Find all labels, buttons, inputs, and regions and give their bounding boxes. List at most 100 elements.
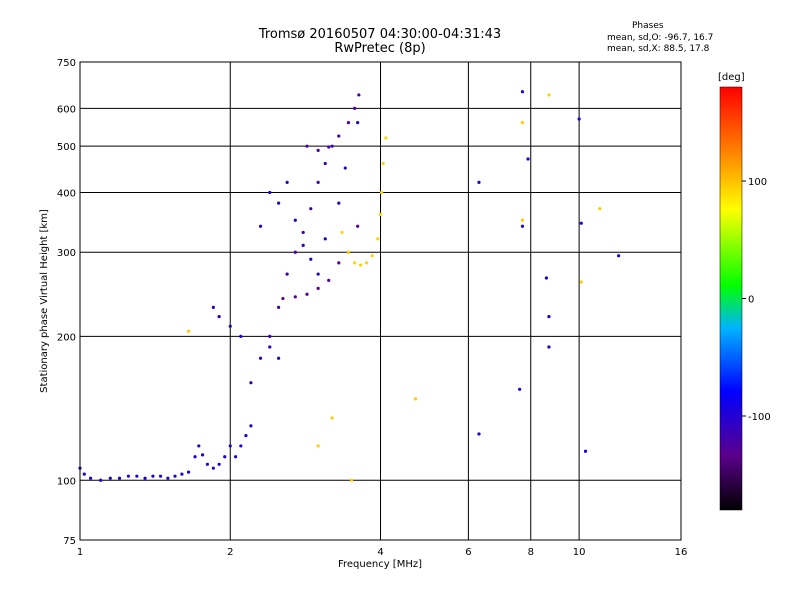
y-tick-label: 75 xyxy=(63,536,76,547)
echo-point xyxy=(337,261,341,265)
echo-point xyxy=(337,134,341,138)
echo-point xyxy=(526,157,530,161)
echo-point xyxy=(309,207,313,211)
colorbar-ticks: 100 0 -100 xyxy=(742,177,771,423)
y-tick-label: 200 xyxy=(57,332,76,343)
echo-point xyxy=(186,470,191,474)
echo-point xyxy=(353,106,357,110)
echo-point xyxy=(158,474,163,478)
echo-point xyxy=(323,237,327,241)
echo-point xyxy=(268,190,272,195)
echo-point xyxy=(547,345,551,349)
echo-point xyxy=(277,356,281,360)
echo-point xyxy=(316,180,320,184)
echo-point xyxy=(228,324,232,328)
echo-point xyxy=(268,345,272,349)
echo-point xyxy=(135,474,139,478)
x-tick-label: 10 xyxy=(573,547,586,558)
echo-point xyxy=(370,254,374,258)
colorbar-tick-label: 100 xyxy=(748,177,767,188)
echo-point xyxy=(327,145,331,149)
y-tick-label: 500 xyxy=(57,142,76,153)
echo-point xyxy=(234,455,238,459)
echo-point xyxy=(356,224,360,228)
echo-point xyxy=(353,261,357,265)
echo-point xyxy=(197,444,201,448)
y-tick-label: 100 xyxy=(57,476,76,487)
chart-title-line2: RwPretec (8p) xyxy=(334,41,426,56)
echo-point xyxy=(108,476,112,480)
x-tick-label: 16 xyxy=(675,547,688,558)
echo-point xyxy=(579,280,583,284)
echo-point xyxy=(223,455,227,459)
echo-point xyxy=(327,278,331,282)
echo-point xyxy=(357,93,361,97)
echo-point xyxy=(379,190,384,195)
echo-point xyxy=(293,295,297,299)
echo-point xyxy=(239,444,243,448)
echo-point xyxy=(268,334,272,338)
y-tick-label: 750 xyxy=(57,58,76,69)
echo-point xyxy=(349,478,354,482)
echo-point xyxy=(211,466,215,470)
echo-point xyxy=(277,305,281,309)
echo-point xyxy=(477,432,481,436)
echo-point xyxy=(117,476,122,480)
echo-point xyxy=(217,462,221,466)
echo-point xyxy=(258,356,263,360)
echo-point xyxy=(166,476,170,480)
echo-point xyxy=(337,201,341,205)
echo-point xyxy=(346,121,351,125)
echo-point xyxy=(330,416,334,420)
x-axis-ticks: 1 2 4 6 8 10 16 xyxy=(77,547,688,558)
echo-point xyxy=(151,474,155,478)
echo-point xyxy=(384,136,388,140)
echo-point xyxy=(173,474,177,478)
echo-point xyxy=(547,315,551,319)
echo-point xyxy=(305,144,309,148)
x-tick-label: 6 xyxy=(465,547,471,558)
echo-point xyxy=(285,272,289,276)
echo-point xyxy=(82,472,86,476)
echo-point xyxy=(301,230,305,235)
echo-point xyxy=(477,180,481,184)
x-tick-label: 8 xyxy=(528,547,534,558)
echo-point xyxy=(293,250,297,254)
echo-point xyxy=(88,476,93,480)
echo-point xyxy=(323,161,327,166)
echo-point xyxy=(520,121,525,125)
echo-point xyxy=(99,478,103,482)
echo-point xyxy=(239,334,243,338)
echo-point xyxy=(340,230,344,235)
echo-point xyxy=(277,201,281,205)
echo-point xyxy=(579,221,583,225)
x-tick-label: 4 xyxy=(377,547,383,558)
echo-point xyxy=(258,224,263,228)
echo-point xyxy=(378,212,383,216)
echo-point xyxy=(364,261,369,265)
echo-point xyxy=(547,93,551,97)
plot-frame xyxy=(79,61,682,541)
echo-point xyxy=(316,286,320,291)
echo-point xyxy=(200,453,205,457)
echo-point xyxy=(316,444,320,448)
echo-point xyxy=(143,476,147,480)
echo-point xyxy=(193,455,197,459)
echo-point xyxy=(520,224,525,228)
echo-point xyxy=(285,180,289,184)
stats-heading: Phases xyxy=(632,21,664,31)
echo-point xyxy=(316,148,320,152)
echo-point xyxy=(598,207,602,211)
echo-point xyxy=(343,166,347,170)
echo-point xyxy=(126,474,130,478)
echo-point xyxy=(330,144,334,148)
stats-x-mode: mean, sd,X: 88.5, 17.8 xyxy=(607,44,710,54)
echo-point xyxy=(518,387,522,391)
y-tick-label: 600 xyxy=(57,104,76,115)
grid xyxy=(80,62,681,540)
chart-title-line1: Tromsø 20160507 04:30:00-04:31:43 xyxy=(258,27,502,42)
x-tick-label: 1 xyxy=(77,547,83,558)
echo-point xyxy=(316,272,320,276)
echo-point xyxy=(544,276,549,280)
